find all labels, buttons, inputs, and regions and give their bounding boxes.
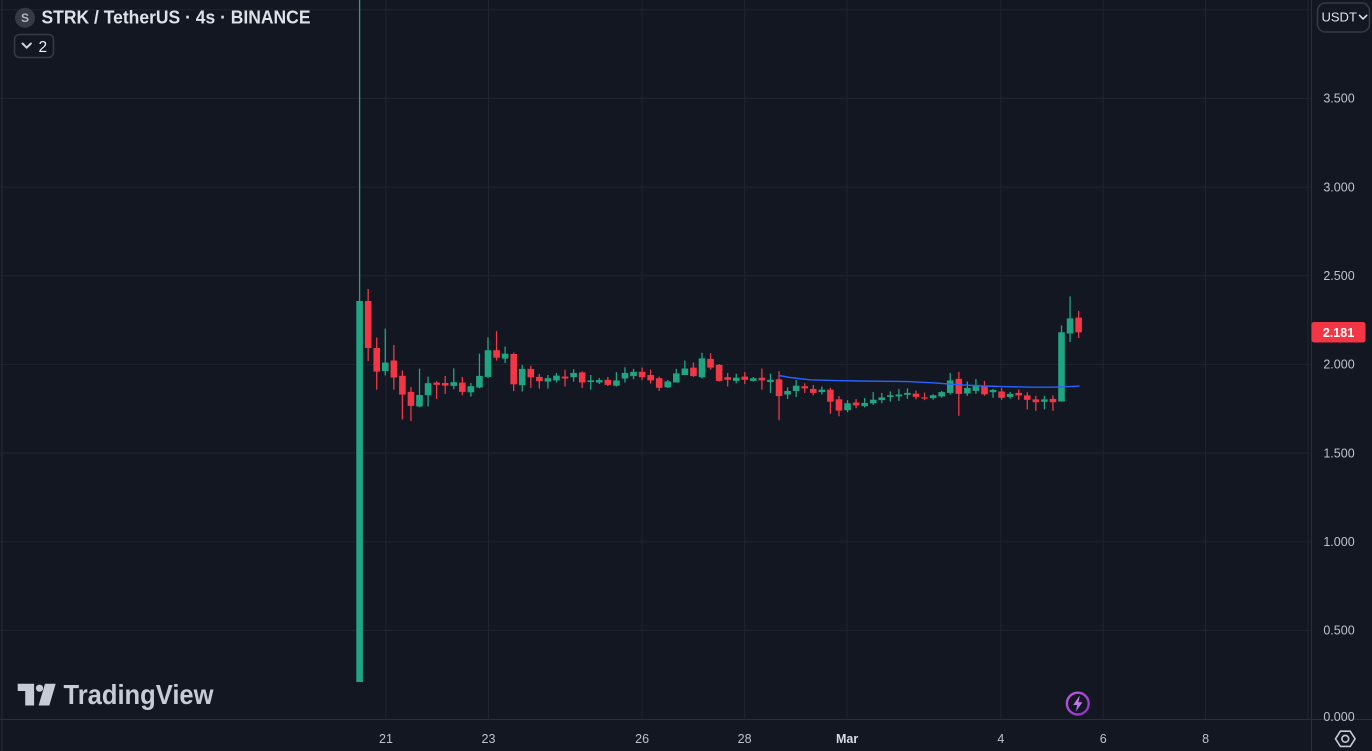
svg-text:Mar: Mar: [836, 732, 858, 746]
svg-text:4: 4: [997, 732, 1004, 746]
svg-text:2.181: 2.181: [1323, 326, 1354, 340]
svg-text:0.000: 0.000: [1323, 710, 1354, 724]
svg-text:23: 23: [482, 732, 496, 746]
svg-text:USDT: USDT: [1322, 10, 1357, 25]
svg-text:2.500: 2.500: [1323, 269, 1354, 283]
svg-text:6: 6: [1100, 732, 1107, 746]
svg-text:3.500: 3.500: [1323, 92, 1354, 106]
svg-text:STRK / TetherUS · 4s · BINANCE: STRK / TetherUS · 4s · BINANCE: [42, 8, 311, 28]
svg-text:3.000: 3.000: [1323, 180, 1354, 194]
svg-text:S: S: [21, 11, 29, 25]
svg-text:21: 21: [379, 732, 393, 746]
svg-text:8: 8: [1202, 732, 1209, 746]
svg-text:TradingView: TradingView: [64, 679, 215, 710]
svg-text:1.000: 1.000: [1323, 535, 1354, 549]
svg-text:26: 26: [635, 732, 649, 746]
svg-text:2.000: 2.000: [1323, 358, 1354, 372]
svg-text:28: 28: [738, 732, 752, 746]
svg-text:0.500: 0.500: [1323, 624, 1354, 638]
svg-text:2: 2: [39, 39, 48, 56]
svg-text:1.500: 1.500: [1323, 446, 1354, 460]
